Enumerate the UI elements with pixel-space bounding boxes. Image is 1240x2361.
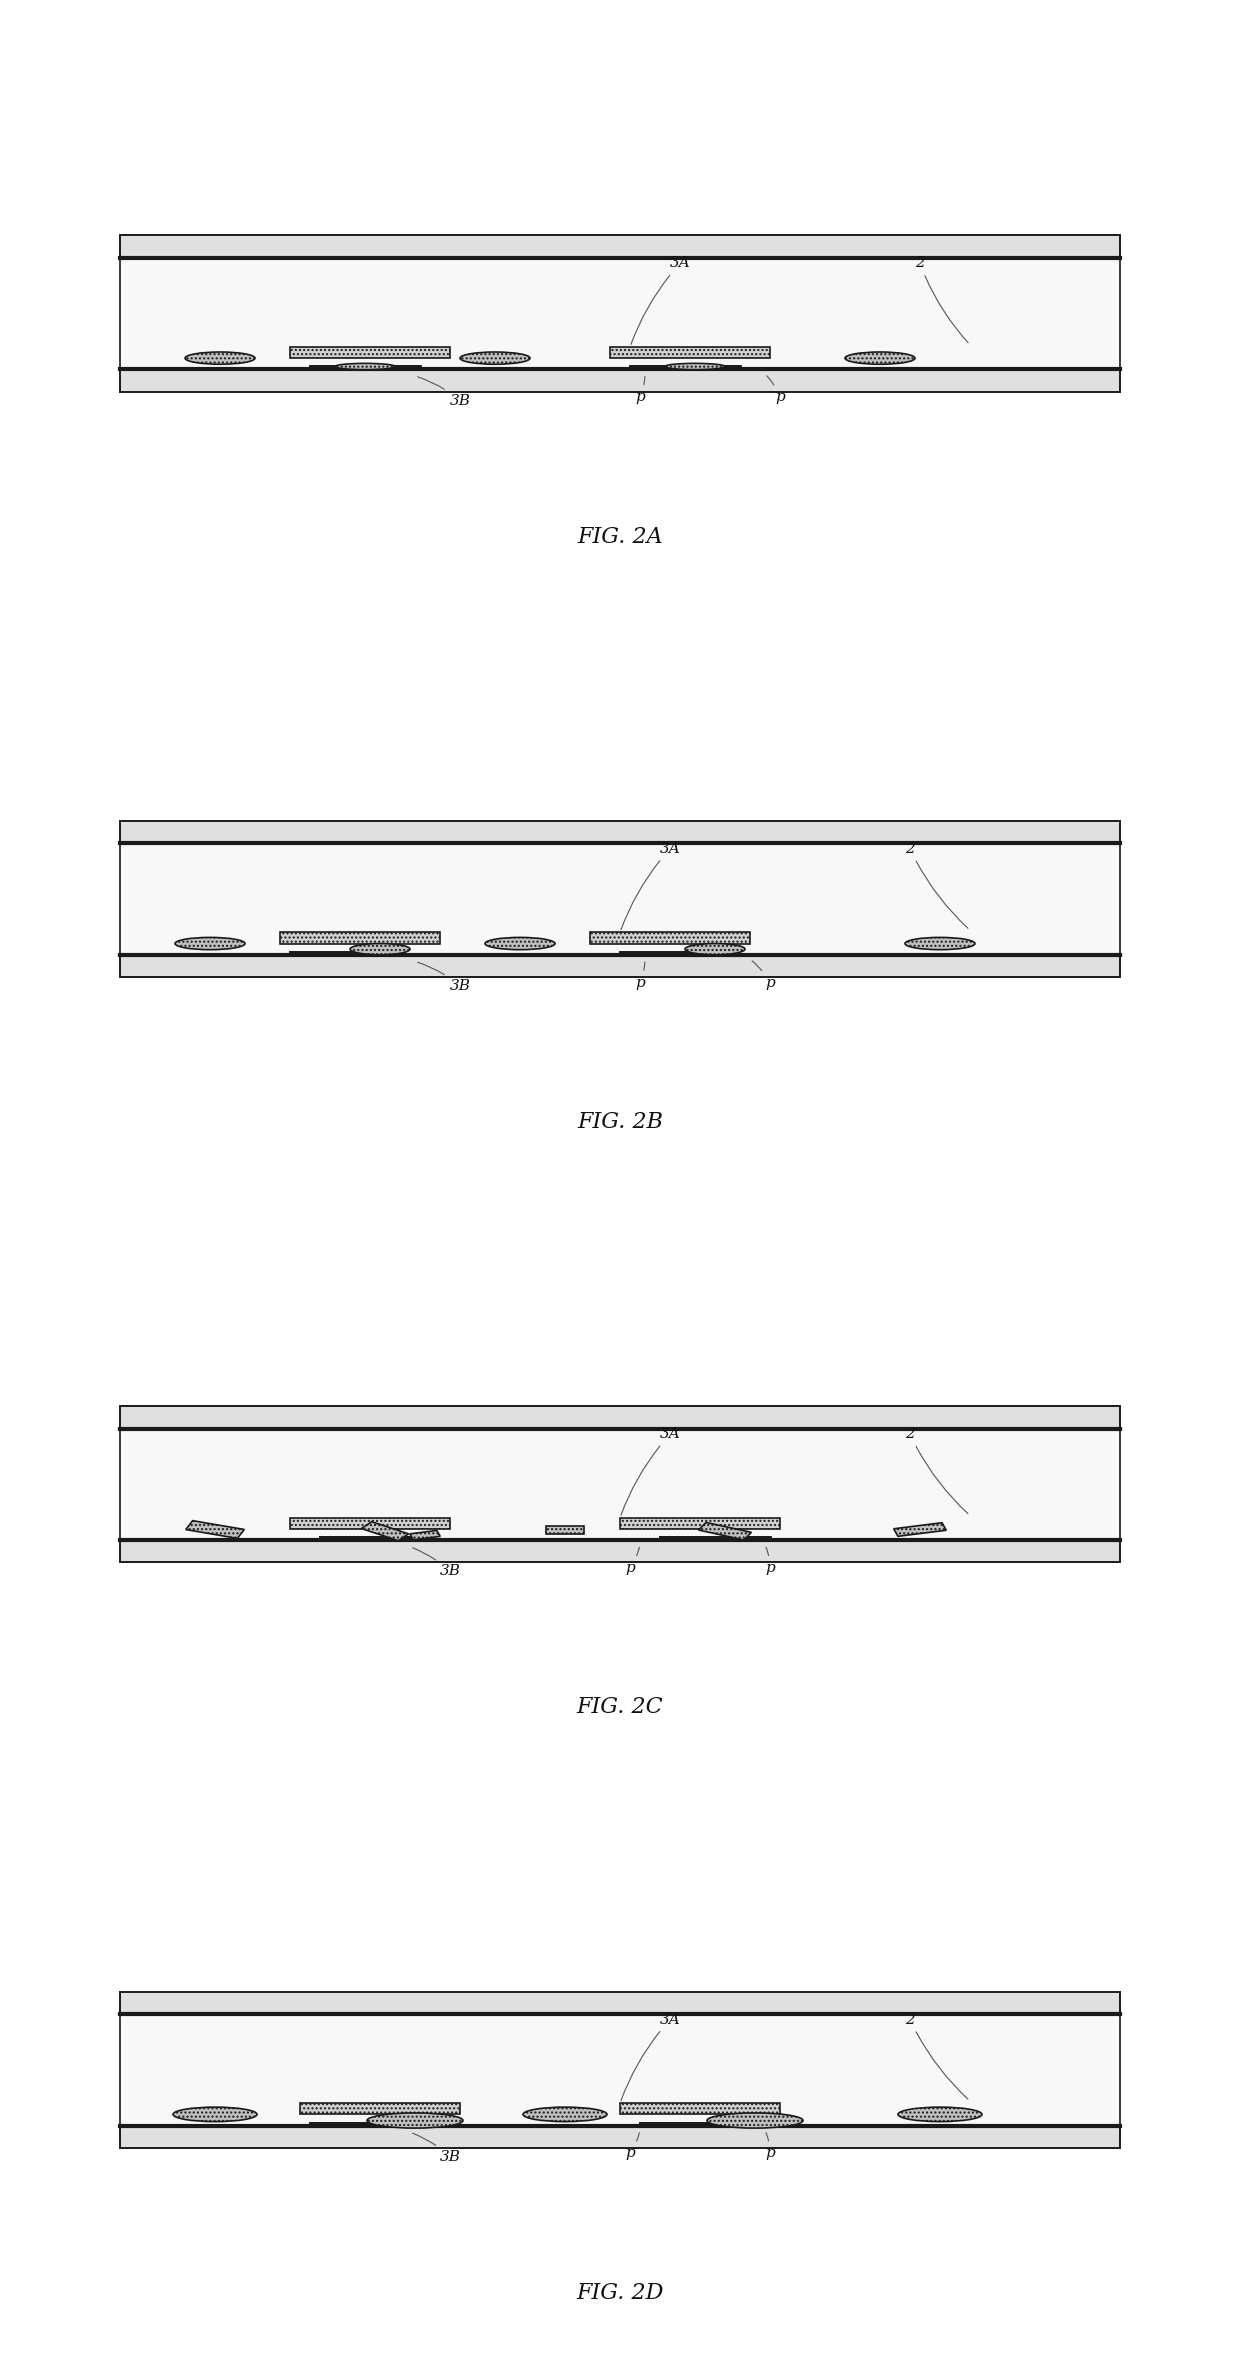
Ellipse shape — [684, 944, 745, 954]
Bar — [186, 1520, 244, 1539]
Bar — [620, 951, 730, 954]
Text: FIG. 2B: FIG. 2B — [577, 1112, 663, 1133]
Bar — [120, 1407, 1120, 1428]
Ellipse shape — [174, 2106, 257, 2123]
Bar — [120, 257, 1120, 368]
Bar — [698, 1523, 751, 1539]
Ellipse shape — [460, 352, 529, 364]
Text: p: p — [765, 2132, 775, 2160]
Bar — [120, 1539, 1120, 1563]
Bar — [120, 368, 1120, 392]
Ellipse shape — [367, 2113, 463, 2127]
Bar — [120, 2125, 1120, 2149]
Text: p: p — [635, 961, 645, 989]
Bar — [640, 2123, 750, 2125]
Bar — [290, 1518, 450, 1530]
Ellipse shape — [905, 937, 975, 949]
Bar — [280, 933, 440, 944]
Bar — [894, 1523, 946, 1537]
Bar — [120, 1428, 1120, 1539]
Text: p: p — [635, 375, 645, 404]
Bar — [409, 1530, 440, 1539]
Ellipse shape — [485, 937, 556, 949]
Text: 3A: 3A — [631, 257, 691, 345]
Text: 3B: 3B — [413, 1549, 460, 1580]
Ellipse shape — [185, 352, 255, 364]
Text: 3A: 3A — [621, 1426, 681, 1516]
Text: 3B: 3B — [418, 963, 470, 994]
Ellipse shape — [707, 2113, 804, 2127]
Text: p: p — [753, 961, 775, 989]
Bar — [120, 236, 1120, 392]
Bar — [620, 2104, 780, 2115]
Text: 2: 2 — [915, 257, 968, 342]
Text: p: p — [766, 375, 785, 404]
Bar — [120, 1993, 1120, 2014]
Bar — [310, 366, 420, 368]
Ellipse shape — [350, 944, 410, 954]
Text: 3A: 3A — [621, 2012, 681, 2101]
Text: 2: 2 — [905, 2012, 968, 2099]
Bar — [310, 2123, 420, 2125]
Bar — [590, 933, 750, 944]
Bar — [290, 951, 401, 954]
Bar — [120, 843, 1120, 954]
Text: p: p — [625, 1546, 640, 1575]
Ellipse shape — [844, 352, 915, 364]
Bar — [660, 1537, 770, 1539]
Bar — [610, 347, 770, 359]
Text: 2: 2 — [905, 1426, 968, 1513]
Bar — [120, 1993, 1120, 2149]
Bar — [362, 1523, 408, 1542]
Text: FIG. 2C: FIG. 2C — [577, 1695, 663, 1719]
Text: 3B: 3B — [413, 2134, 460, 2163]
Text: 2: 2 — [905, 843, 968, 928]
Bar — [120, 954, 1120, 977]
Bar — [120, 236, 1120, 257]
Text: p: p — [765, 1546, 775, 1575]
Ellipse shape — [335, 364, 396, 371]
Bar — [120, 2014, 1120, 2125]
Text: p: p — [625, 2132, 640, 2160]
Bar — [120, 822, 1120, 977]
Bar — [300, 2104, 460, 2115]
Ellipse shape — [898, 2106, 982, 2123]
Bar — [620, 1518, 780, 1530]
Bar — [546, 1525, 584, 1535]
Ellipse shape — [665, 364, 725, 371]
Bar — [320, 1537, 430, 1539]
Text: FIG. 2A: FIG. 2A — [577, 527, 663, 548]
Text: 3A: 3A — [621, 843, 681, 930]
Bar — [630, 366, 740, 368]
Bar — [120, 822, 1120, 843]
Text: FIG. 2D: FIG. 2D — [577, 2281, 663, 2304]
Ellipse shape — [175, 937, 246, 949]
Text: 3B: 3B — [418, 378, 470, 408]
Bar — [120, 1407, 1120, 1563]
Ellipse shape — [523, 2106, 608, 2123]
Bar — [290, 347, 450, 359]
